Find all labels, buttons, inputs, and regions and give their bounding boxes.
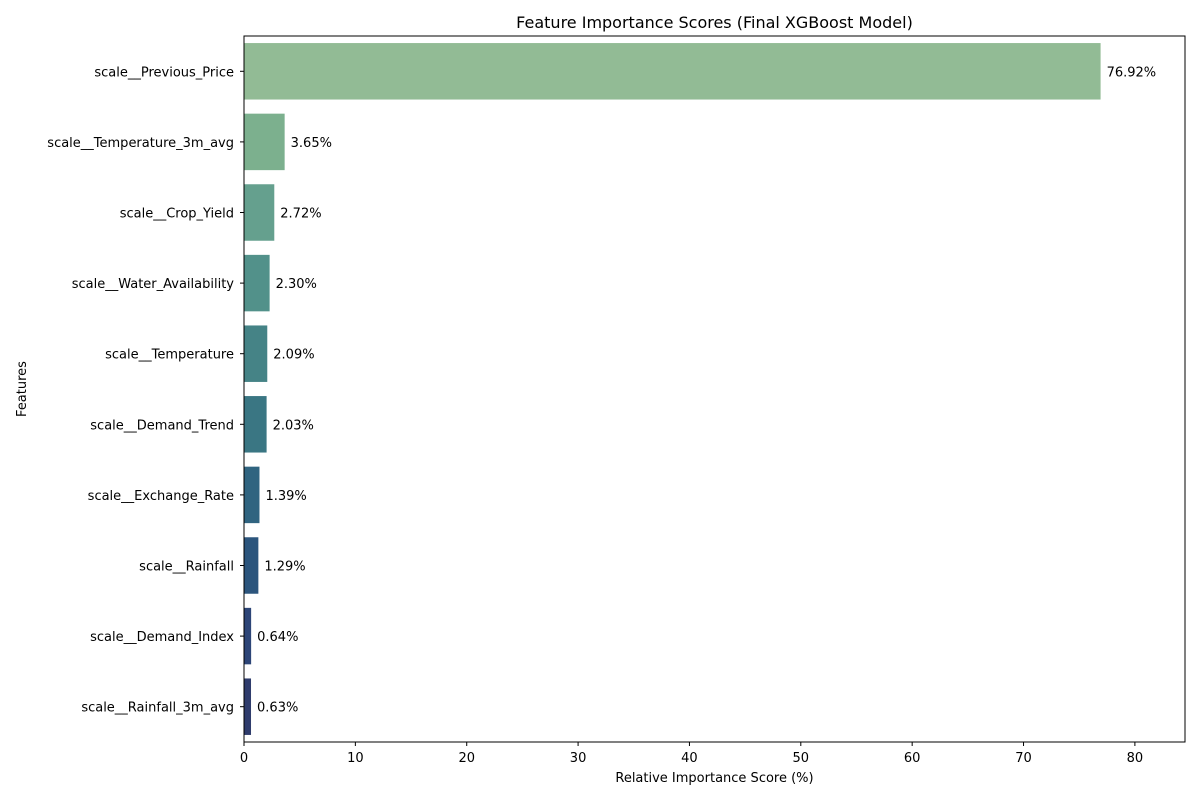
- bar: [244, 184, 275, 241]
- data-label: 76.92%: [1107, 65, 1157, 80]
- y-tick-label: scale__Previous_Price: [94, 65, 234, 80]
- data-label: 0.64%: [257, 630, 298, 645]
- bar: [244, 396, 267, 453]
- bars-layer: [244, 43, 1101, 735]
- x-tick-label: 80: [1127, 751, 1144, 766]
- bar: [244, 325, 268, 382]
- bar: [244, 678, 252, 735]
- bar: [244, 466, 260, 524]
- data-label: 2.03%: [273, 418, 314, 433]
- x-tick-label: 40: [681, 751, 698, 766]
- x-tick-label: 20: [458, 751, 475, 766]
- y-tick-label: scale__Crop_Yield: [120, 207, 234, 222]
- x-tick-label: 30: [570, 751, 587, 766]
- x-tick-label: 50: [793, 751, 810, 766]
- y-tick-label: scale__Rainfall_3m_avg: [81, 701, 234, 716]
- bar: [244, 43, 1101, 100]
- data-label: 1.39%: [265, 489, 306, 504]
- bar: [244, 607, 252, 665]
- y-tick-label: scale__Temperature_3m_avg: [47, 136, 234, 151]
- y-tick-label: scale__Demand_Index: [90, 630, 234, 645]
- y-tick-label: scale__Rainfall: [139, 560, 234, 575]
- x-axis-label: Relative Importance Score (%): [615, 771, 813, 786]
- bar: [244, 254, 270, 312]
- data-label: 1.29%: [264, 560, 305, 575]
- data-label: 3.65%: [291, 136, 332, 151]
- x-tick-label: 60: [904, 751, 921, 766]
- data-label: 2.30%: [276, 277, 317, 292]
- data-labels-layer: 76.92% 3.65% 2.72% 2.30% 2.09% 2.03% 1.39% 1.29…: [257, 65, 1156, 715]
- y-axis-label: Features: [15, 361, 30, 417]
- x-axis-ticks: 0 10 20 30 40 50 60 70 80: [240, 742, 1143, 766]
- data-label: 2.09%: [273, 348, 314, 363]
- data-label: 2.72%: [280, 207, 321, 222]
- x-tick-label: 0: [240, 751, 248, 766]
- x-tick-label: 10: [347, 751, 364, 766]
- x-tick-label: 70: [1015, 751, 1032, 766]
- y-tick-label: scale__Exchange_Rate: [88, 489, 234, 504]
- y-tick-label: scale__Temperature: [105, 348, 234, 363]
- plot-frame: [243, 35, 1186, 743]
- bar: [244, 537, 259, 594]
- bar: [244, 113, 285, 171]
- y-axis-ticks: scale__Previous_Price scale__Temperature_…: [47, 65, 244, 716]
- chart-title: Feature Importance Scores (Final XGBoost…: [516, 13, 913, 32]
- y-tick-label: scale__Demand_Trend: [90, 418, 234, 433]
- data-label: 0.63%: [257, 701, 298, 716]
- y-tick-label: scale__Water_Availability: [72, 277, 235, 292]
